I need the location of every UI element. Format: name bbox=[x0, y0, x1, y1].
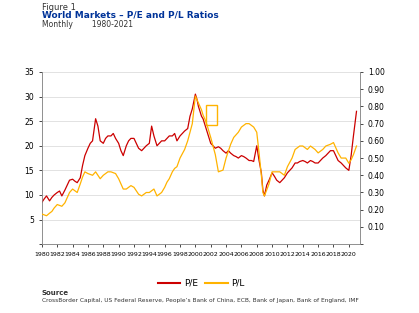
Text: CrossBorder Capital, US Federal Reserve, People’s Bank of China, ECB, Bank of Ja: CrossBorder Capital, US Federal Reserve,… bbox=[42, 298, 359, 303]
Text: World Markets – P/E and P/L Ratios: World Markets – P/E and P/L Ratios bbox=[42, 11, 219, 20]
Legend: P/E, P/L: P/E, P/L bbox=[154, 275, 248, 291]
Bar bbox=[206, 105, 217, 125]
Text: Monthly        1980-2021: Monthly 1980-2021 bbox=[42, 20, 133, 29]
Text: Figure 1: Figure 1 bbox=[42, 3, 76, 12]
Text: Source: Source bbox=[42, 290, 69, 295]
